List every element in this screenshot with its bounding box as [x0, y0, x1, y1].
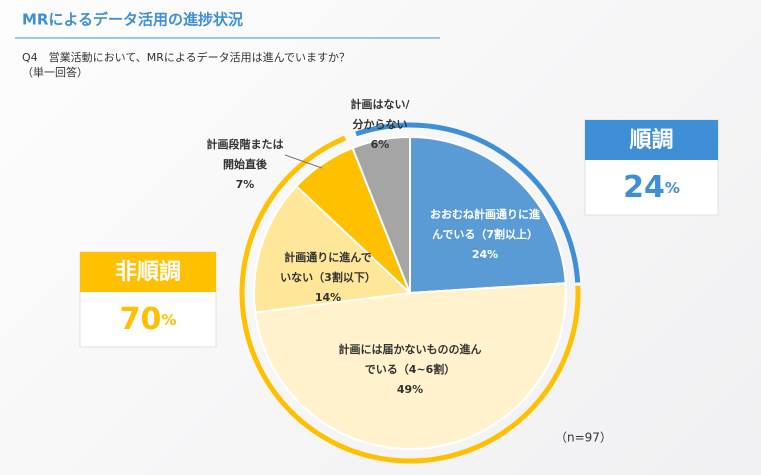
slice-label: でいる（4~6割）: [365, 362, 456, 376]
summary-number: 70: [120, 302, 162, 337]
value-label: 14%: [315, 291, 341, 304]
summary-label: 非順調: [115, 259, 181, 285]
slice-label: んでいる（7割以上）: [432, 227, 538, 241]
summary-label: 順調: [629, 127, 673, 153]
subtitle: Q4 営業活動において、MRによるデータ活用は進んでいますか？: [22, 50, 350, 64]
slice-label: 計画通りに進んで: [284, 250, 371, 264]
slice-label: いない（3割以下）: [280, 270, 376, 284]
note: （n=97）: [555, 431, 612, 445]
group-arc: [239, 135, 581, 464]
chart-title: MRによるデータ活用の進捗状況: [22, 11, 243, 29]
slice-label: おおむね計画通りに進: [430, 207, 541, 221]
summary-header: [585, 120, 718, 160]
slice-label: 計画はない/: [350, 97, 410, 111]
pie-slice: [409, 135, 567, 295]
value-label: 24%: [472, 248, 498, 261]
summary-value: 24%: [623, 170, 680, 205]
subtitle: （単一回答）: [22, 65, 88, 79]
leader-line: [284, 154, 323, 169]
summary-unit: %: [665, 179, 680, 197]
summary-header: [80, 252, 216, 292]
pie-slice: [254, 282, 567, 450]
summary-value: 70%: [120, 302, 177, 337]
group-arc: [355, 122, 581, 283]
value-label: 6%: [371, 138, 390, 151]
slice-label: 分からない: [353, 117, 408, 131]
value-label: 7%: [236, 178, 255, 191]
slice-label: 計画段階または: [207, 137, 284, 151]
pie-slice: [253, 184, 413, 314]
summary-number: 24: [623, 170, 665, 205]
summary-unit: %: [161, 311, 176, 329]
slice-label: 計画には届かないものの進ん: [339, 342, 482, 356]
pie-slice: [351, 135, 411, 294]
slice-label: 開始直後: [223, 157, 268, 171]
value-label: 49%: [397, 383, 423, 396]
